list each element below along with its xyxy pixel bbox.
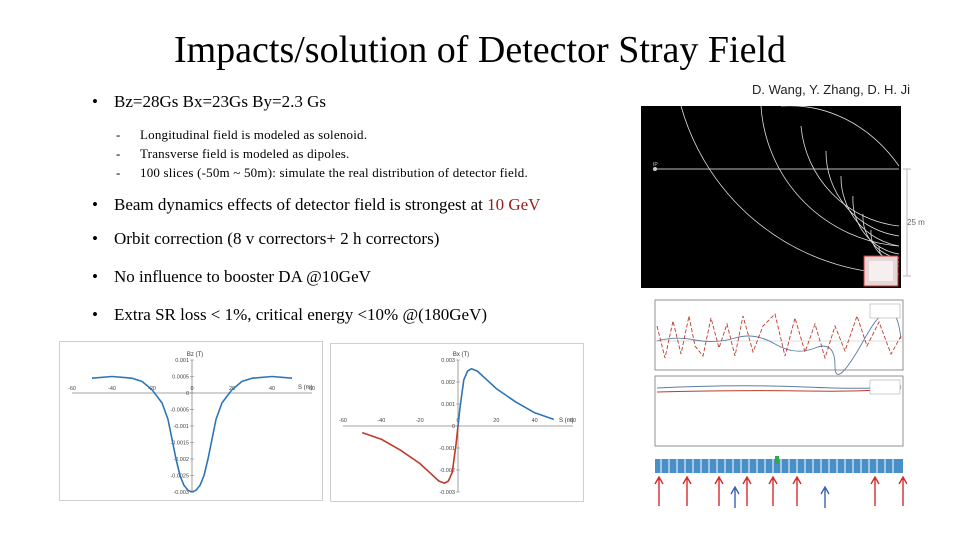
x-tick-label: 40	[532, 418, 538, 424]
series-line-0	[361, 425, 459, 484]
subitem-text: Longitudinal field is modeled as solenoi…	[140, 127, 368, 142]
y-tick-label: -0.002	[439, 468, 455, 474]
x-tick-label: -40	[377, 418, 385, 424]
y-tick-label: -0.001	[439, 446, 455, 452]
beamsize-plot-frame	[654, 375, 904, 447]
field-map-background	[641, 106, 901, 288]
x-tick-label: 0	[190, 386, 193, 392]
x-tick-label: 60	[309, 386, 315, 392]
bullet-dot-icon: •	[92, 305, 98, 324]
v-corrector-arrows	[730, 485, 830, 508]
field-map-figure: IP 25 m	[641, 105, 941, 292]
y-tick-label: -0.0015	[170, 441, 189, 447]
authors: D. Wang, Y. Zhang, D. H. Ji	[752, 82, 910, 97]
bullet-dot-icon: •	[92, 229, 98, 248]
bullet-booster-da: • No influence to booster DA @10GeV	[92, 267, 371, 287]
orbit-plot-frame	[654, 299, 904, 371]
y-tick-label: 0.001	[175, 358, 189, 364]
bullet-text: Extra SR loss < 1%, critical energy <10%…	[114, 305, 488, 324]
orbit-correction-figure	[635, 296, 908, 508]
y-tick-label: 0.0005	[172, 375, 189, 381]
y-tick-label: -0.001	[173, 424, 189, 430]
bx-chart-svg: Bx (T) S (m) -60 -40 -20 0 20 40 60 0.003 0.002 0.0…	[339, 352, 576, 496]
series-line-1	[457, 367, 555, 427]
bullet-text: Orbit correction (8 v correctors+ 2 h co…	[114, 229, 440, 248]
highlight-energy: 10 GeV	[487, 195, 541, 214]
y-tick-label: 0.001	[441, 402, 455, 408]
y-tick-label: 0.002	[441, 380, 455, 386]
field-contours	[680, 105, 900, 275]
bullet-sr-loss: • Extra SR loss < 1%, critical energy <10…	[92, 305, 487, 325]
dash-icon: -	[116, 146, 121, 161]
y-tick-label: 0	[186, 391, 189, 397]
x-tick-label: 40	[269, 386, 275, 392]
y-tick-label: -0.003	[439, 490, 455, 496]
bullet-text: Beam dynamics effects of detector field …	[114, 195, 488, 214]
subitem: - 100 slices (-50m ~ 50m): simulate the r…	[116, 165, 528, 181]
page-title: Impacts/solution of Detector Stray Field	[173, 29, 787, 71]
y-tick-label: -0.002	[173, 457, 189, 463]
bullet-text: No influence to booster DA @10GeV	[114, 267, 371, 286]
x-tick-label: -40	[108, 386, 116, 392]
bullet-dot-icon: •	[92, 267, 98, 286]
h-corrector-arrows	[654, 475, 908, 506]
x-axis-label: S (m)	[298, 385, 313, 391]
y-tick-label: -0.003	[173, 490, 189, 496]
bullet-beam-dynamics: • Beam dynamics effects of detector field…	[92, 195, 540, 215]
bullet-dot-icon: •	[92, 195, 98, 214]
x-tick-label: 60	[570, 418, 576, 424]
subitem: - Transverse field is modeled as dipoles.	[116, 146, 350, 162]
bullet-orbit-correction: • Orbit correction (8 v correctors+ 2 h c…	[92, 229, 439, 249]
x-tick-label: 20	[493, 418, 499, 424]
ip-marker-label: IP	[653, 162, 658, 168]
bullet-dot-icon: •	[92, 92, 98, 111]
chart-title: Bx (T)	[453, 352, 469, 358]
ip-marker	[653, 167, 657, 171]
subitem-text: Transverse field is modeled as dipoles.	[140, 146, 350, 161]
bullet-text: Bz=28Gs Bx=23Gs By=2.3 Gs	[114, 92, 327, 111]
x-tick-label: -60	[68, 386, 76, 392]
bullet-field-strengths: • Bz=28Gs Bx=23Gs By=2.3 Gs	[92, 92, 326, 112]
scale-label: 25 m	[907, 218, 925, 227]
y-tick-label: -0.0005	[170, 408, 189, 414]
subitem: - Longitudinal field is modeled as soleno…	[116, 127, 367, 143]
bx-chart: Bx (T) S (m) -60 -40 -20 0 20 40 60 0.003 0.002 0.0…	[330, 343, 584, 502]
lattice-bar	[655, 456, 903, 473]
subitem-text: 100 slices (-50m ~ 50m): simulate the re…	[140, 165, 528, 180]
x-axis-label: S (m)	[559, 418, 574, 424]
orbit-curve-v	[656, 313, 902, 360]
series-line-0	[91, 375, 293, 493]
bz-chart-svg: Bz (T)S (m)-60 -40 -20 0 20 40 600.0010.00050-…	[68, 352, 315, 496]
scale-bar	[903, 168, 911, 277]
orbit-curve-h	[656, 310, 902, 375]
x-tick-label: -60	[339, 418, 347, 424]
bz-chart: Bz (T) S (m) -60 -40 -20 0 20 40 60 0.001 0.0005 0-…	[59, 341, 323, 501]
dash-icon: -	[116, 127, 121, 142]
chart-title: Bz (T)	[187, 352, 203, 358]
x-tick-label: -20	[416, 418, 424, 424]
y-tick-label: 0.003	[441, 358, 455, 364]
dash-icon: -	[116, 165, 121, 180]
y-tick-label: 0	[452, 424, 455, 430]
